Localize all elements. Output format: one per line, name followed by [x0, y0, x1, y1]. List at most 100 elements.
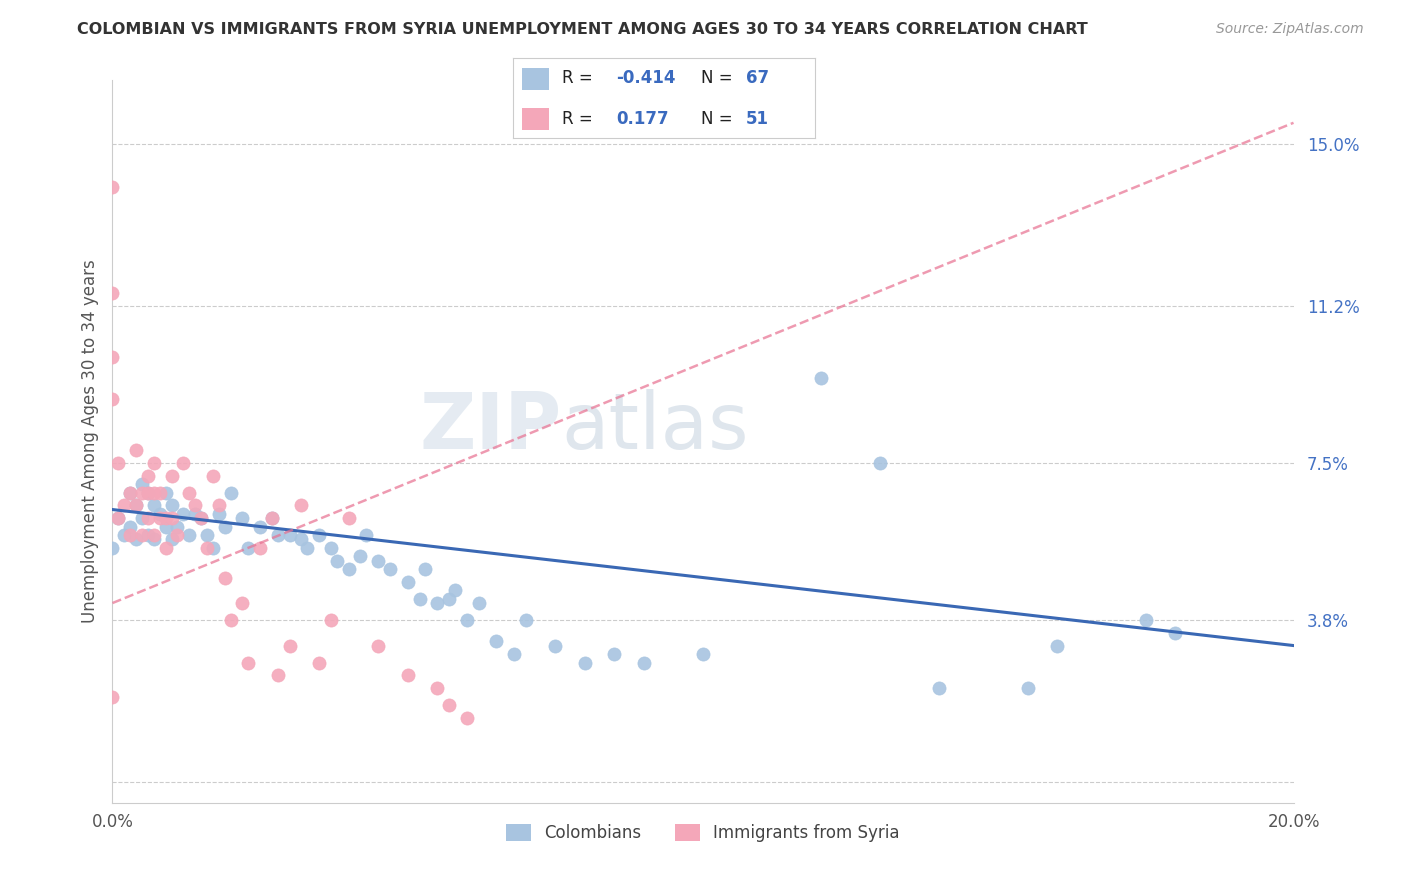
Point — [184, 507, 207, 521]
Point — [214, 570, 236, 584]
Point — [308, 528, 330, 542]
Point — [267, 528, 290, 542]
Point — [160, 498, 183, 512]
Text: 0.177: 0.177 — [616, 110, 669, 128]
Point — [444, 583, 467, 598]
Point — [426, 681, 449, 695]
Point — [155, 511, 177, 525]
Point — [356, 528, 378, 542]
Point — [101, 392, 124, 406]
Point — [101, 179, 124, 194]
Point — [125, 443, 148, 458]
Point — [155, 485, 177, 500]
Point — [437, 698, 460, 712]
Point — [112, 498, 135, 512]
Point — [179, 485, 201, 500]
Point — [214, 519, 236, 533]
Point — [195, 528, 218, 542]
Point — [503, 647, 526, 661]
Point — [249, 541, 271, 555]
Point — [179, 528, 201, 542]
Point — [290, 533, 312, 547]
Point — [378, 562, 401, 576]
Point — [308, 656, 330, 670]
Point — [231, 596, 253, 610]
Point — [297, 541, 319, 555]
Point — [208, 507, 231, 521]
Point — [136, 528, 159, 542]
Point — [101, 690, 124, 704]
Point — [869, 456, 891, 470]
FancyBboxPatch shape — [522, 108, 550, 130]
Text: Source: ZipAtlas.com: Source: ZipAtlas.com — [1216, 22, 1364, 37]
Point — [142, 533, 165, 547]
Point — [155, 541, 177, 555]
Point — [166, 528, 188, 542]
Text: 51: 51 — [747, 110, 769, 128]
Point — [633, 656, 655, 670]
Point — [456, 613, 478, 627]
Point — [415, 562, 437, 576]
Point — [544, 639, 567, 653]
Point — [201, 468, 224, 483]
Point — [267, 668, 290, 682]
Point — [142, 528, 165, 542]
Point — [337, 511, 360, 525]
Point — [260, 511, 283, 525]
Point — [131, 485, 153, 500]
Point — [120, 519, 142, 533]
Point — [231, 511, 253, 525]
Point — [125, 533, 148, 547]
Point — [574, 656, 596, 670]
Text: 67: 67 — [747, 70, 769, 87]
Point — [467, 596, 489, 610]
Point — [149, 485, 172, 500]
Text: R =: R = — [561, 110, 598, 128]
Point — [101, 285, 124, 300]
Point — [190, 511, 212, 525]
Point — [136, 511, 159, 525]
Point — [120, 485, 142, 500]
Text: atlas: atlas — [561, 389, 749, 465]
Text: R =: R = — [561, 70, 598, 87]
Point — [142, 498, 165, 512]
Point — [195, 541, 218, 555]
Point — [107, 456, 129, 470]
Point — [160, 511, 183, 525]
Point — [101, 541, 124, 555]
Point — [238, 541, 260, 555]
Point — [112, 528, 135, 542]
Point — [337, 562, 360, 576]
Point — [219, 485, 242, 500]
Point — [456, 711, 478, 725]
FancyBboxPatch shape — [522, 68, 550, 90]
Point — [437, 591, 460, 606]
Point — [166, 519, 188, 533]
Point — [278, 528, 301, 542]
Point — [408, 591, 430, 606]
Point — [107, 511, 129, 525]
Point — [367, 553, 389, 567]
Point — [208, 498, 231, 512]
Point — [485, 634, 508, 648]
Point — [136, 485, 159, 500]
Point — [142, 485, 165, 500]
Point — [136, 468, 159, 483]
Point — [603, 647, 626, 661]
Point — [160, 533, 183, 547]
Point — [131, 528, 153, 542]
Point — [101, 350, 124, 364]
Point — [120, 485, 142, 500]
Point — [1017, 681, 1039, 695]
Point — [278, 639, 301, 653]
Legend: Colombians, Immigrants from Syria: Colombians, Immigrants from Syria — [499, 817, 907, 848]
Point — [160, 468, 183, 483]
Point — [201, 541, 224, 555]
Point — [1046, 639, 1069, 653]
Text: -0.414: -0.414 — [616, 70, 675, 87]
Point — [396, 574, 419, 589]
Point — [426, 596, 449, 610]
Point — [184, 498, 207, 512]
Point — [142, 456, 165, 470]
Point — [810, 371, 832, 385]
